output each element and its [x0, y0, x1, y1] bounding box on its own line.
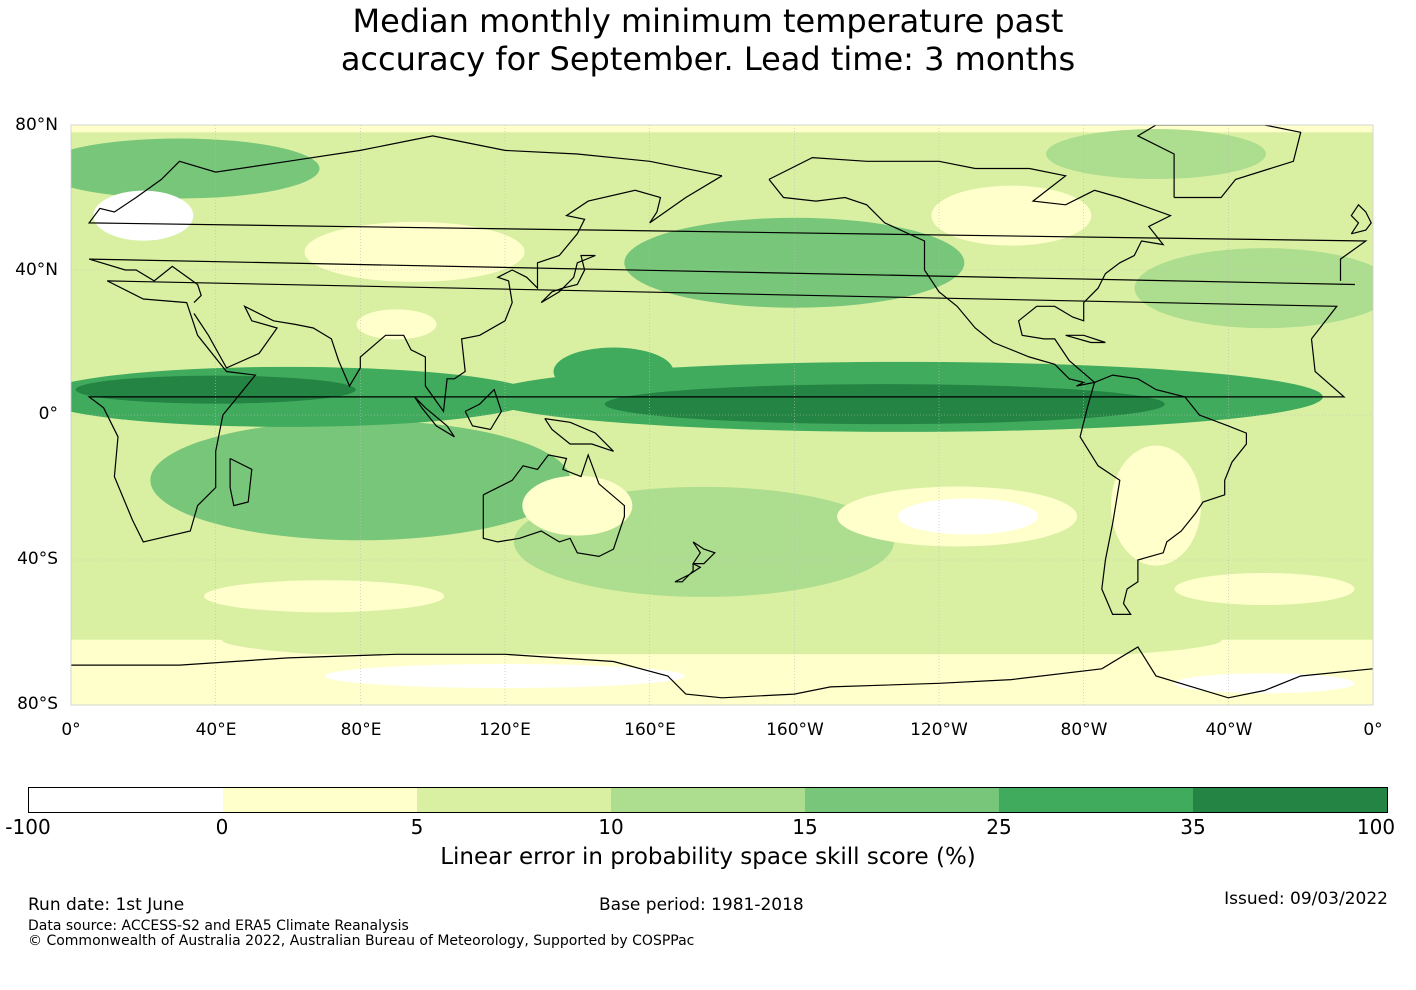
lat-label-40s: 40°S [17, 549, 58, 569]
colorbar-tick: 25 [986, 815, 1012, 839]
colorbar-tick: 0 [215, 815, 229, 839]
lat-label-80n: 80°N [15, 115, 58, 135]
low-skill-antarctica-east [325, 664, 685, 688]
base-period: Base period: 1981-2018 [599, 895, 804, 915]
colorbar [28, 787, 1388, 813]
skill-region-eurasia-north [71, 138, 320, 199]
colorbar-segment-6 [999, 788, 1193, 812]
colorbar-segment-4 [611, 788, 805, 812]
lon-label-80w: 80°W [1060, 720, 1108, 740]
low-skill-arabian [356, 309, 437, 340]
lat-label-80s: 80°S [17, 694, 58, 714]
coastline-japan [540, 254, 596, 304]
colorbar-segment-1 [29, 788, 223, 812]
coastlines [71, 125, 1373, 699]
gridlines [71, 125, 1373, 705]
data-source: Data source: ACCESS-S2 and ERA5 Climate … [28, 918, 409, 934]
coastline-europe-south [88, 258, 1355, 304]
lon-label-40e: 40°E [195, 720, 237, 740]
colorbar-tick: 15 [792, 815, 818, 839]
coastline-namerica [768, 156, 1173, 387]
skill-region-enso [604, 384, 1165, 425]
colorbar-segment-2 [223, 788, 417, 812]
lon-label-120w: 120°W [910, 720, 968, 740]
low-skill-namerica [931, 185, 1092, 246]
skill-regions [71, 129, 1373, 705]
map-title: Median monthly minimum temperature past … [0, 2, 1416, 78]
coastline-nz-south [674, 563, 702, 583]
lon-label-40w: 40°W [1205, 720, 1253, 740]
coastline-antarctica [71, 646, 1373, 699]
coastline-greenland [1136, 125, 1302, 199]
skill-region-npacific [624, 217, 965, 308]
coastline-eurasia [87, 135, 1368, 281]
run-date: Run date: 1st June [28, 895, 185, 915]
lon-label-160w: 160°W [766, 720, 824, 740]
low-skill-sepacific-core [897, 498, 1038, 535]
lon-label-0-east: 0° [1363, 720, 1383, 740]
coastline-sumatra [414, 396, 455, 438]
coastline-asia-south [193, 175, 723, 414]
coastline-borneo [464, 388, 503, 431]
coastline-madagascar [229, 457, 253, 507]
low-skill-samerica [1111, 445, 1201, 566]
map-field [71, 125, 1373, 705]
coastline-australia [482, 453, 626, 558]
lon-label-80e: 80°E [340, 720, 382, 740]
skill-region-maritime [553, 347, 674, 396]
low-skill-europe [93, 190, 194, 241]
coastline-uk [1350, 203, 1372, 235]
colorbar-segment-5 [805, 788, 999, 812]
colorbar-tick: -100 [5, 815, 51, 839]
low-skill-south-atlantic [1174, 573, 1355, 605]
skill-region-natlantic [1134, 248, 1373, 329]
lat-label-0: 0° [38, 404, 58, 424]
copyright: © Commonwealth of Australia 2022, Austra… [28, 933, 695, 949]
lon-label-0: 0° [61, 720, 81, 740]
coastline-africa [87, 280, 1346, 543]
skill-region-greenland [1046, 129, 1266, 179]
coastline-nz [691, 541, 716, 565]
low-skill-asia [304, 221, 525, 282]
low-skill-southern-indian [204, 580, 445, 613]
skill-region-indian [150, 420, 571, 541]
lon-label-120e: 120°E [479, 720, 531, 740]
colorbar-tick: 100 [1356, 815, 1396, 839]
coastline-samerica [1079, 374, 1248, 616]
title-line-1: Median monthly minimum temperature past [352, 2, 1064, 40]
colorbar-segment-3 [417, 788, 611, 812]
title-line-2: accuracy for September. Lead time: 3 mon… [340, 40, 1076, 78]
lon-label-160e: 160°E [624, 720, 676, 740]
coastline-cuba [1065, 334, 1106, 344]
issued-date: Issued: 09/03/2022 [1224, 889, 1388, 909]
skill-band-southern [222, 614, 1222, 665]
colorbar-tick: 35 [1180, 815, 1206, 839]
map-frame [70, 124, 1374, 706]
colorbar-tick: 10 [598, 815, 624, 839]
low-skill-australia [522, 475, 633, 536]
colorbar-segment-7 [1193, 788, 1387, 812]
colorbar-title: Linear error in probability space skill … [440, 844, 976, 870]
coastline-newguinea [544, 418, 614, 452]
colorbar-tick: 5 [410, 815, 424, 839]
low-skill-antarctica-west [1174, 673, 1355, 694]
lat-label-40n: 40°N [15, 260, 58, 280]
